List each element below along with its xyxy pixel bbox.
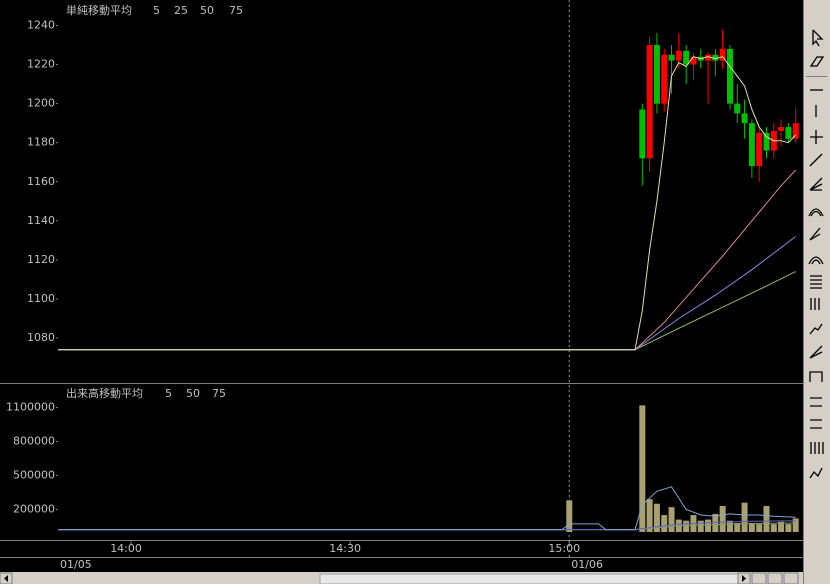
tool-pointer[interactable] — [812, 29, 824, 47]
volume-bar — [726, 520, 733, 532]
y-tick-label: 1200 — [27, 97, 55, 110]
x-tick-label: 14:00 — [110, 542, 142, 555]
candle-body — [690, 56, 697, 65]
legend-entry: 50 — [186, 387, 200, 400]
volume-bar — [646, 499, 653, 532]
y-tick-label: 1220 — [27, 58, 55, 71]
candle-body — [705, 54, 712, 61]
legend-entry: 75 — [212, 387, 226, 400]
volume-bar — [748, 522, 755, 532]
tool-fib-lines[interactable] — [810, 275, 822, 289]
candle-body — [741, 113, 748, 124]
tool-fib-fan[interactable] — [809, 227, 821, 241]
tool-arc[interactable] — [808, 208, 824, 217]
volume-legend-label: 出来高移動平均 — [66, 386, 143, 400]
legend-entry: 25 — [174, 4, 188, 17]
y-tick-label: 1100000 — [6, 401, 55, 414]
moving-average-line — [58, 486, 796, 531]
y-tick-label: 1160 — [27, 175, 55, 188]
x-tick-label: 14:30 — [329, 542, 361, 555]
y-tick-label: 1080 — [27, 331, 55, 344]
volume-bar — [697, 520, 704, 532]
candle-body — [785, 127, 792, 139]
candle-body — [683, 50, 690, 65]
volume-bar — [705, 519, 712, 532]
volume-bar — [785, 524, 792, 532]
tool-fan[interactable] — [809, 177, 823, 191]
volume-bar — [792, 518, 799, 532]
volume-bar — [668, 507, 675, 532]
legend-entry: 50 — [200, 4, 214, 17]
candle-body — [668, 54, 675, 61]
candle-body — [756, 132, 763, 167]
tool-fib-time[interactable] — [810, 298, 820, 310]
date-label: 01/05 — [60, 558, 92, 571]
tool-channel[interactable] — [809, 371, 823, 382]
legend-entry: 5 — [165, 387, 172, 400]
tool-trend[interactable] — [809, 153, 823, 167]
candle-body — [712, 54, 719, 61]
candle-body — [726, 48, 733, 104]
tool-lines-3[interactable] — [810, 397, 822, 407]
candle-body — [653, 44, 660, 104]
candle-body — [661, 54, 668, 104]
tool-lines-4[interactable] — [810, 419, 822, 429]
legend-entry: 75 — [229, 4, 243, 17]
volume-bar — [756, 524, 763, 532]
volume-bar — [741, 502, 748, 532]
candle-body — [748, 123, 755, 167]
moving-average-line — [58, 56, 797, 351]
y-tick-label: 1180 — [27, 136, 55, 149]
volume-bar — [778, 521, 785, 532]
y-tick-label: 1140 — [27, 214, 55, 227]
candle-body — [734, 103, 741, 114]
candle-body — [719, 48, 726, 61]
candle-body — [646, 44, 653, 159]
chart-background — [0, 0, 803, 572]
volume-bar — [639, 405, 646, 532]
y-tick-label: 1100 — [27, 292, 55, 305]
volume-bar — [763, 505, 770, 532]
y-tick-label: 1120 — [27, 253, 55, 266]
price-legend-label: 単純移動平均 — [66, 3, 132, 17]
x-tick-label: 15:00 — [548, 542, 580, 555]
tool-regression[interactable] — [809, 323, 823, 335]
legend-entry: 5 — [153, 4, 160, 17]
volume-bar — [712, 513, 719, 532]
y-tick-label: 1240 — [27, 18, 55, 31]
candle-body — [675, 50, 682, 61]
moving-average-line — [58, 169, 797, 351]
date-label: 01/06 — [571, 558, 603, 571]
volume-bar — [719, 505, 726, 532]
tool-cross[interactable] — [810, 130, 823, 144]
volume-bar — [566, 500, 573, 532]
volume-bar — [653, 503, 660, 532]
volume-bar — [661, 515, 668, 532]
candle-body — [763, 132, 770, 151]
volume-bar — [734, 522, 741, 532]
y-tick-label: 200000 — [13, 502, 55, 515]
tool-cycle[interactable] — [810, 442, 824, 454]
y-tick-label: 800000 — [13, 435, 55, 448]
candle-body — [792, 123, 799, 139]
volume-bar — [770, 524, 777, 532]
candle-body — [778, 127, 785, 131]
y-tick-label: 500000 — [13, 468, 55, 481]
scrollbar[interactable] — [0, 572, 803, 584]
tool-eraser[interactable] — [809, 56, 825, 67]
tool-gann[interactable] — [809, 345, 823, 359]
tool-wave[interactable] — [809, 467, 823, 479]
volume-bar — [683, 520, 690, 532]
candle-body — [639, 109, 646, 159]
tool-fib-arc[interactable] — [808, 256, 824, 265]
toolbar — [803, 0, 830, 584]
